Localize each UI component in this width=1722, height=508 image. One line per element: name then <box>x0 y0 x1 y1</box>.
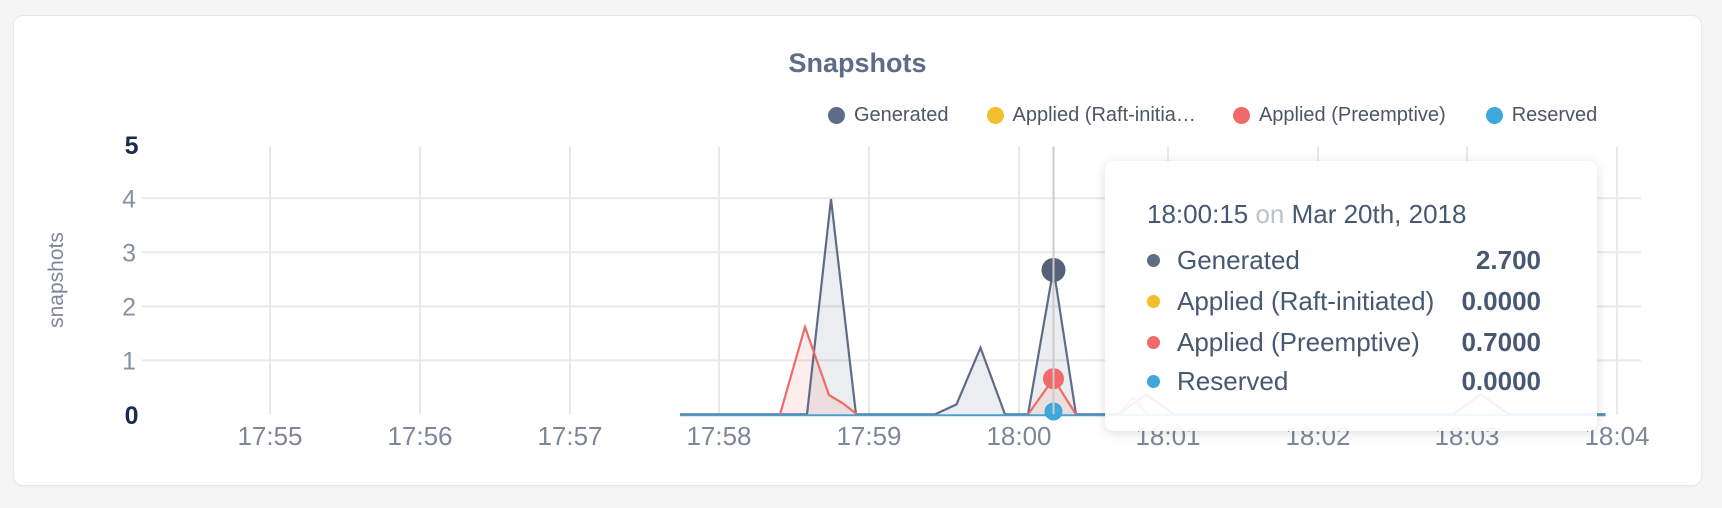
svg-text:snapshots: snapshots <box>45 232 68 328</box>
svg-text:3: 3 <box>122 239 136 267</box>
svg-text:17:57: 17:57 <box>537 421 602 451</box>
svg-text:18:00: 18:00 <box>986 421 1051 451</box>
svg-text:5: 5 <box>125 132 139 160</box>
svg-text:1: 1 <box>122 347 136 375</box>
svg-text:17:56: 17:56 <box>387 421 452 451</box>
svg-text:0: 0 <box>125 402 139 430</box>
svg-text:17:59: 17:59 <box>836 421 901 451</box>
svg-text:2: 2 <box>122 293 136 321</box>
svg-text:4: 4 <box>122 185 136 213</box>
svg-text:17:55: 17:55 <box>237 421 302 451</box>
svg-text:17:58: 17:58 <box>686 421 751 451</box>
